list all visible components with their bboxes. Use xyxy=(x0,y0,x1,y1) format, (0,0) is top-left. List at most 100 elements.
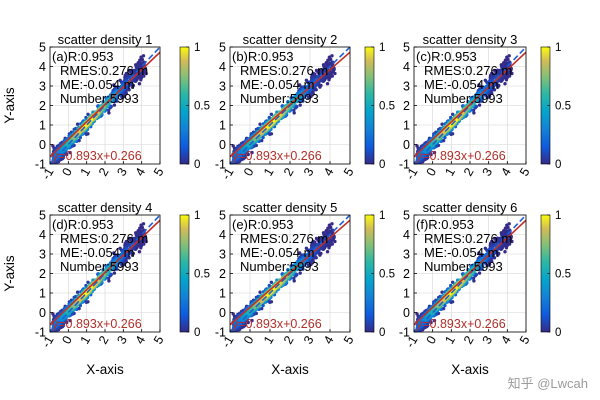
y-tick-label: 2 xyxy=(219,99,226,113)
stat-r: (a)R:0.953 xyxy=(52,49,113,64)
colorbar-tick-label: 1 xyxy=(194,42,200,54)
y-tick-label: 0 xyxy=(39,306,46,320)
scatter-point xyxy=(505,244,509,248)
y-axis-label: Y-axis xyxy=(2,255,17,292)
stat-line: RMES:0.276 m xyxy=(424,63,512,78)
y-tick-label: 2 xyxy=(403,99,410,113)
y-tick-label: 4 xyxy=(403,60,410,74)
scatter-point xyxy=(330,222,334,226)
x-tick-label: 2 xyxy=(96,165,112,178)
scatter-point xyxy=(416,164,419,167)
y-tick-label: 0 xyxy=(219,138,226,152)
y-axis-label: Y-axis xyxy=(2,87,17,124)
y-tick-label: 1 xyxy=(219,119,226,133)
scatter-point xyxy=(329,57,333,62)
x-tick-label: 1 xyxy=(442,165,458,178)
stat-line: Number:5993 xyxy=(60,259,139,274)
fit-equation: y=0.893x+0.266 xyxy=(232,149,322,163)
scatter-point xyxy=(472,111,476,115)
scatter-point xyxy=(507,222,511,226)
scatter-point xyxy=(106,276,111,280)
chart-title: scatter density 2 xyxy=(243,32,338,47)
scatter-point xyxy=(250,318,254,323)
stat-line: ME:-0.054 m xyxy=(240,77,314,92)
scatter-point xyxy=(505,76,509,80)
y-tick-label: 3 xyxy=(219,80,226,94)
chart-title: scatter density 1 xyxy=(58,32,153,47)
stat-line: RMES:0.276 m xyxy=(60,63,148,78)
y-tick-label: -1 xyxy=(215,326,226,340)
scatter-point xyxy=(139,76,144,80)
scatter-point xyxy=(326,58,330,62)
scatter-point xyxy=(330,54,334,58)
y-tick-label: -1 xyxy=(35,158,46,172)
scatter-point xyxy=(52,332,55,335)
colorbar-tick-label: 0 xyxy=(194,327,200,339)
y-tick-label: 5 xyxy=(219,41,226,55)
x-tick-label: 3 xyxy=(114,165,130,178)
scatter-point xyxy=(141,222,146,226)
x-axis-label: X-axis xyxy=(86,362,124,377)
y-tick-label: 0 xyxy=(403,138,410,152)
x-tick-label: 0 xyxy=(424,165,440,178)
scatter-point xyxy=(68,318,72,323)
stat-r: (e)R:0.953 xyxy=(232,217,293,232)
scatter-point xyxy=(261,135,265,140)
x-tick-label: 3 xyxy=(301,333,317,346)
colorbar-tick-label: 0.5 xyxy=(379,269,395,281)
y-tick-label: 3 xyxy=(39,80,46,94)
scatter-point xyxy=(266,299,271,303)
stat-line: Number:5993 xyxy=(240,259,319,274)
x-tick-label: 0 xyxy=(241,165,257,178)
scatter-point xyxy=(250,150,254,155)
colorbar-tick-label: 0.5 xyxy=(555,101,571,113)
y-tick-label: 3 xyxy=(39,248,46,262)
y-tick-label: 5 xyxy=(403,41,410,55)
chart-title: scatter density 3 xyxy=(423,32,518,47)
stat-line: RMES:0.276 m xyxy=(240,63,328,78)
x-tick-label: 2 xyxy=(281,165,297,178)
scatter-point xyxy=(112,271,117,275)
stat-r: (b)R:0.953 xyxy=(232,49,293,64)
y-tick-label: 5 xyxy=(219,209,226,223)
scatter-point xyxy=(260,138,264,143)
scatter-point xyxy=(75,290,80,294)
stat-line: RMES:0.276 m xyxy=(240,231,328,246)
colorbar: 00.51 xyxy=(179,210,210,339)
colorbar-tick-label: 0 xyxy=(379,159,385,171)
colorbar-tick-label: 0 xyxy=(379,327,385,339)
y-tick-label: 2 xyxy=(39,99,46,113)
scatter-point xyxy=(443,135,447,140)
scatter-point xyxy=(258,122,262,126)
x-tick-label: 4 xyxy=(498,165,514,178)
colorbar-tick-label: 0.5 xyxy=(194,101,210,113)
fit-line xyxy=(230,51,350,158)
stat-line: RMES:0.276 m xyxy=(60,231,148,246)
x-tick-label: 1 xyxy=(261,165,277,178)
y-tick-label: -1 xyxy=(35,326,46,340)
fit-line xyxy=(50,219,160,326)
x-tick-label: 0 xyxy=(241,333,257,346)
x-tick-label: 4 xyxy=(321,333,337,346)
fit-equation: y=0.893x+0.266 xyxy=(416,149,506,163)
scatter-point xyxy=(298,103,302,107)
scatter-point xyxy=(298,271,302,275)
y-tick-label: 2 xyxy=(39,267,46,281)
scatter-point xyxy=(471,108,476,113)
fit-equation: y=0.893x+0.266 xyxy=(232,317,322,331)
scatter-point xyxy=(261,303,265,308)
scatter-point xyxy=(477,103,482,107)
y-tick-label: 1 xyxy=(39,287,46,301)
colorbar-tick-label: 0.5 xyxy=(194,269,210,281)
x-tick-label: 0 xyxy=(59,165,75,178)
colorbar-tick-label: 0.5 xyxy=(379,101,395,113)
colorbar-tick-label: 1 xyxy=(379,210,385,222)
y-tick-label: 0 xyxy=(219,306,226,320)
scatter-point xyxy=(503,250,507,254)
x-tick-label: 5 xyxy=(151,165,167,178)
